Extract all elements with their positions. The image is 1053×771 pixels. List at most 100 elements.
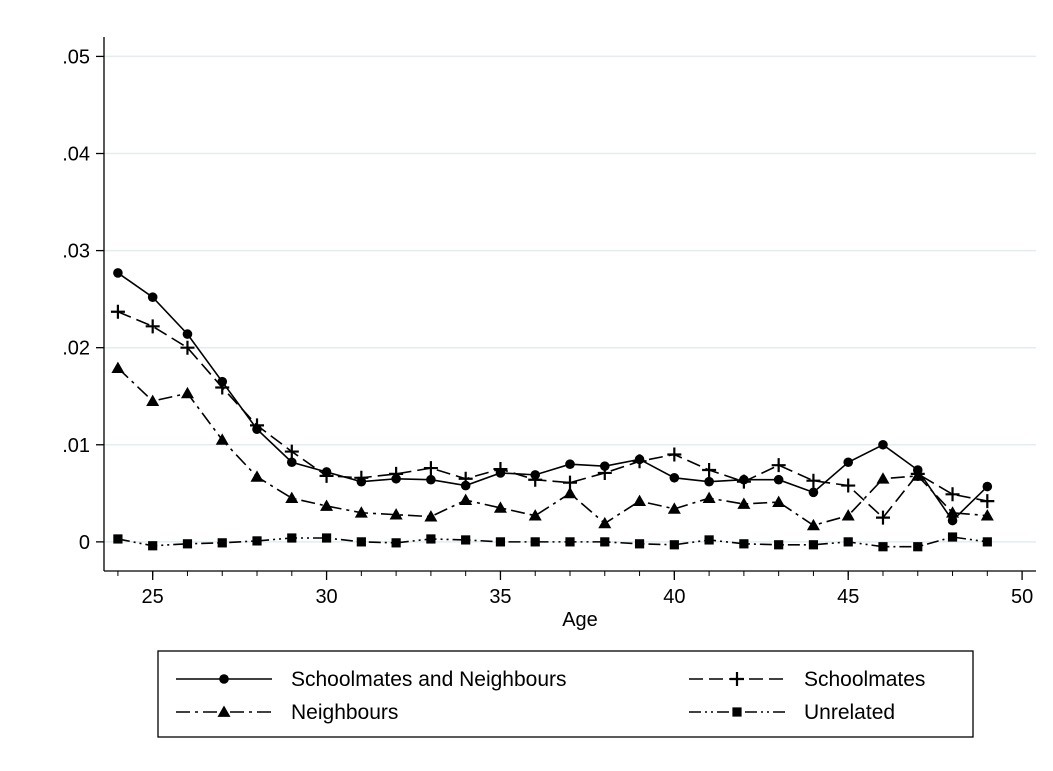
marker-circle [147,292,158,303]
marker-square [704,535,714,545]
legend-label: Neighbours [291,701,398,724]
marker-triangle [667,502,681,514]
marker-plus [250,418,265,433]
marker-square [634,539,645,549]
marker-circle [219,674,229,684]
marker-square [739,539,749,549]
marker-plus [632,454,647,469]
marker-triangle [772,495,786,507]
marker-triangle [528,509,542,521]
marker-plus [528,472,543,487]
y-tick-label: .01 [62,435,90,457]
marker-triangle [841,509,855,521]
series-unrelated [113,532,992,552]
marker-plus [875,510,890,525]
marker-square [148,541,158,551]
y-tick-label: 0 [79,532,90,554]
marker-circle [982,481,993,492]
marker-circle [565,459,575,470]
marker-square [947,532,958,542]
marker-plus [145,319,160,334]
marker-circle [808,487,819,498]
marker-triangle [354,506,368,518]
marker-triangle [111,361,125,373]
x-tick-label: 35 [489,586,511,608]
y-tick-label: .04 [62,144,90,166]
marker-triangle [806,518,820,531]
marker-circle [286,457,297,468]
legend: Schoolmates and Neighbours Schoolmates Nei… [157,650,974,738]
marker-square [461,535,471,545]
marker-plus [354,470,369,485]
marker-plus [215,380,230,395]
marker-circle [426,474,436,485]
legend-label: Unrelated [804,701,895,724]
x-tick-label: 25 [142,586,164,608]
marker-triangle [980,509,994,521]
marker-circle [113,268,123,278]
marker-plus [423,461,438,476]
marker-square [843,537,853,547]
marker-circle [843,457,854,468]
legend-item: Schoolmates [689,668,925,691]
marker-square [878,542,888,552]
y-tick-label: .02 [62,338,90,360]
marker-triangle [217,705,231,717]
marker-triangle [250,470,264,482]
marker-plus [110,304,125,319]
marker-plus [945,487,960,502]
marker-square [252,536,262,546]
marker-triangle [459,493,473,505]
marker-triangle [389,508,403,520]
marker-square [287,533,297,543]
legend-box [157,650,974,738]
marker-triangle [946,506,960,518]
marker-plus [284,444,299,459]
marker-plus [702,463,717,478]
marker-plus [458,471,473,486]
marker-triangle [215,433,229,445]
x-tick-label: 30 [315,586,337,608]
marker-triangle [633,494,647,506]
marker-plus [389,466,404,481]
marker-plus [736,474,751,489]
plot-area [110,268,995,552]
marker-plus [493,462,508,477]
marker-square [530,537,540,547]
marker-triangle [180,386,194,399]
marker-square [982,537,992,547]
marker-square [182,539,193,549]
series-neighbours [111,361,994,531]
legend-item: Neighbours [176,701,398,724]
marker-plus [841,478,856,493]
x-tick-label: 50 [1011,586,1033,608]
series-line [117,536,988,548]
marker-triangle [876,472,890,484]
marker-square [774,540,784,550]
marker-circle [773,474,784,485]
marker-square [600,537,610,547]
x-axis-title: Age [562,609,598,631]
x-tick-label: 40 [663,586,685,608]
marker-triangle [424,510,438,522]
marker-square [808,540,819,550]
marker-plus [319,468,334,483]
marker-circle [947,515,958,526]
marker-triangle [146,394,160,406]
marker-square [217,538,227,548]
marker-plus [180,340,195,355]
y-tick-label: .03 [62,241,90,263]
marker-circle [669,472,680,483]
marker-triangle [493,501,507,513]
marker-square [391,538,401,548]
legend-label: Schoolmates and Neighbours [291,668,567,691]
marker-square [913,542,923,552]
marker-triangle [702,491,716,504]
marker-square [356,537,366,547]
axes: 0 .01 .02 .03 .04 .05 25 30 35 40 45 50 [62,37,1036,608]
series-line [117,367,988,527]
marker-plus [980,494,995,509]
y-tick-label: .05 [62,46,90,68]
marker-square [495,537,506,547]
